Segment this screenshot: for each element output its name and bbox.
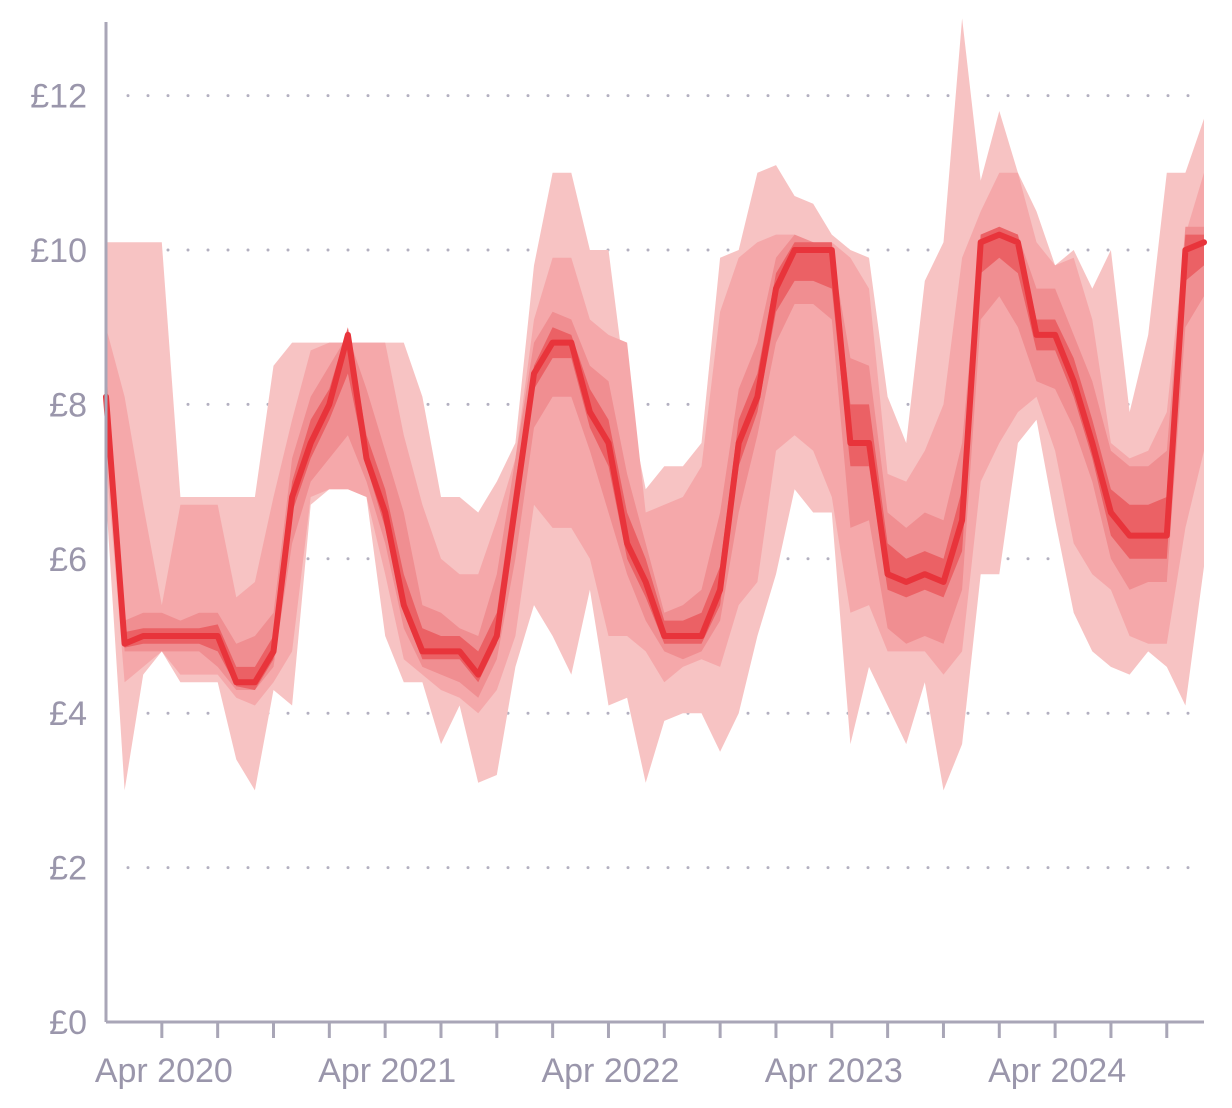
x-tick-label-0: Apr 2020 bbox=[95, 1052, 233, 1090]
x-tick-label-4: Apr 2024 bbox=[988, 1052, 1126, 1090]
y-tick-label-1: £2 bbox=[49, 850, 87, 888]
median-line bbox=[103, 231, 1207, 686]
y-tick-label-6: £12 bbox=[30, 78, 87, 116]
x-tick-labels: Apr 2020 Apr 2021 Apr 2022 Apr 2023 Apr 2024 bbox=[95, 1052, 1126, 1090]
y-tick-label-2: £4 bbox=[49, 695, 87, 733]
y-tick-label-5: £10 bbox=[30, 232, 87, 270]
y-tick-label-3: £6 bbox=[49, 541, 87, 579]
median-line-group bbox=[103, 231, 1207, 686]
axes bbox=[104, 22, 1204, 1038]
x-tick-label-2: Apr 2022 bbox=[541, 1052, 679, 1090]
y-tick-label-0: £0 bbox=[49, 1004, 87, 1042]
uncertainty-bands bbox=[106, 18, 1204, 791]
y-tick-labels: £0 £2 £4 £6 £8 £10 £12 bbox=[30, 78, 87, 1042]
x-tick-label-1: Apr 2021 bbox=[318, 1052, 456, 1090]
y-tick-label-4: £8 bbox=[49, 386, 87, 424]
x-tick-label-3: Apr 2023 bbox=[765, 1052, 903, 1090]
